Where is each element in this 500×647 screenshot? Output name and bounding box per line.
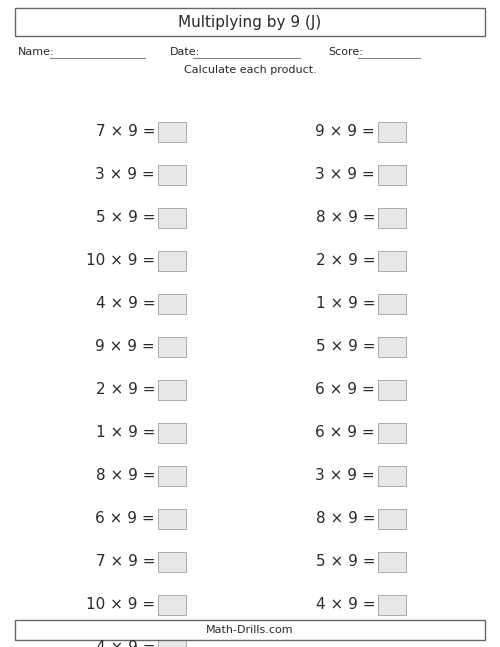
Text: 3 × 9 =: 3 × 9 = (316, 468, 375, 483)
Text: Multiplying by 9 (J): Multiplying by 9 (J) (178, 14, 322, 30)
FancyBboxPatch shape (378, 509, 406, 529)
Text: 6 × 9 =: 6 × 9 = (96, 511, 155, 526)
Text: 5 × 9 =: 5 × 9 = (96, 210, 155, 225)
FancyBboxPatch shape (378, 250, 406, 270)
Text: 8 × 9 =: 8 × 9 = (96, 468, 155, 483)
Text: Math-Drills.com: Math-Drills.com (206, 625, 294, 635)
FancyBboxPatch shape (378, 294, 406, 314)
FancyBboxPatch shape (158, 250, 186, 270)
Text: 10 × 9 =: 10 × 9 = (86, 597, 155, 612)
Text: 6 × 9 =: 6 × 9 = (316, 425, 375, 440)
Text: Name:: Name: (18, 47, 55, 57)
FancyBboxPatch shape (378, 465, 406, 485)
Text: 2 × 9 =: 2 × 9 = (96, 382, 155, 397)
Text: 7 × 9 =: 7 × 9 = (96, 554, 155, 569)
Text: 3 × 9 =: 3 × 9 = (96, 167, 155, 182)
FancyBboxPatch shape (158, 551, 186, 571)
Text: 9 × 9 =: 9 × 9 = (316, 124, 375, 139)
Text: 1 × 9 =: 1 × 9 = (96, 425, 155, 440)
Text: 8 × 9 =: 8 × 9 = (316, 511, 375, 526)
FancyBboxPatch shape (158, 336, 186, 356)
Text: Score:: Score: (328, 47, 363, 57)
FancyBboxPatch shape (158, 595, 186, 615)
FancyBboxPatch shape (15, 8, 485, 36)
Text: 8 × 9 =: 8 × 9 = (316, 210, 375, 225)
FancyBboxPatch shape (378, 380, 406, 399)
FancyBboxPatch shape (378, 122, 406, 142)
Text: 4 × 9 =: 4 × 9 = (96, 640, 155, 647)
FancyBboxPatch shape (158, 294, 186, 314)
FancyBboxPatch shape (378, 336, 406, 356)
FancyBboxPatch shape (158, 637, 186, 647)
FancyBboxPatch shape (158, 122, 186, 142)
FancyBboxPatch shape (158, 164, 186, 184)
FancyBboxPatch shape (378, 551, 406, 571)
Text: 4 × 9 =: 4 × 9 = (96, 296, 155, 311)
Text: Date:: Date: (170, 47, 200, 57)
Text: 10 × 9 =: 10 × 9 = (86, 253, 155, 268)
Text: 5 × 9 =: 5 × 9 = (316, 339, 375, 354)
Text: 7 × 9 =: 7 × 9 = (96, 124, 155, 139)
Text: 2 × 9 =: 2 × 9 = (316, 253, 375, 268)
FancyBboxPatch shape (378, 422, 406, 443)
FancyBboxPatch shape (158, 509, 186, 529)
Text: 3 × 9 =: 3 × 9 = (316, 167, 375, 182)
Text: Calculate each product.: Calculate each product. (184, 65, 316, 75)
Text: 5 × 9 =: 5 × 9 = (316, 554, 375, 569)
Text: 6 × 9 =: 6 × 9 = (316, 382, 375, 397)
FancyBboxPatch shape (158, 208, 186, 228)
FancyBboxPatch shape (15, 620, 485, 640)
FancyBboxPatch shape (378, 208, 406, 228)
FancyBboxPatch shape (158, 465, 186, 485)
Text: 1 × 9 =: 1 × 9 = (316, 296, 375, 311)
FancyBboxPatch shape (158, 422, 186, 443)
FancyBboxPatch shape (378, 164, 406, 184)
FancyBboxPatch shape (378, 595, 406, 615)
Text: 9 × 9 =: 9 × 9 = (96, 339, 155, 354)
FancyBboxPatch shape (158, 380, 186, 399)
Text: 4 × 9 =: 4 × 9 = (316, 597, 375, 612)
